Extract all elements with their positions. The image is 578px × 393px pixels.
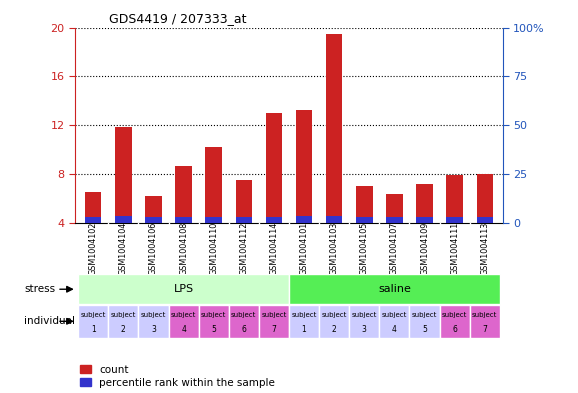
FancyBboxPatch shape (78, 305, 108, 338)
Text: 2: 2 (121, 325, 125, 334)
Text: individual: individual (24, 316, 75, 326)
Text: subject: subject (110, 312, 136, 318)
FancyBboxPatch shape (319, 305, 349, 338)
Text: subject: subject (291, 312, 317, 318)
FancyBboxPatch shape (289, 274, 500, 304)
Bar (446, 217, 463, 222)
Text: subject: subject (381, 312, 407, 318)
FancyBboxPatch shape (199, 305, 229, 338)
Bar (85, 192, 102, 222)
Bar (356, 186, 373, 222)
Text: GSM1004110: GSM1004110 (209, 222, 218, 275)
Text: subject: subject (472, 312, 498, 318)
Text: 3: 3 (151, 325, 156, 334)
Bar (145, 217, 162, 222)
Text: GSM1004101: GSM1004101 (299, 222, 309, 275)
Bar (296, 110, 312, 222)
Legend: count, percentile rank within the sample: count, percentile rank within the sample (80, 365, 275, 388)
Text: subject: subject (321, 312, 347, 318)
Text: subject: subject (231, 312, 257, 318)
Text: LPS: LPS (173, 284, 194, 294)
Bar (145, 196, 162, 222)
Text: 2: 2 (332, 325, 336, 334)
Bar (476, 217, 493, 222)
Text: subject: subject (261, 312, 287, 318)
FancyBboxPatch shape (169, 305, 199, 338)
Bar (326, 34, 342, 222)
Bar (326, 217, 342, 222)
Text: GSM1004106: GSM1004106 (149, 222, 158, 275)
Text: subject: subject (141, 312, 166, 318)
Bar (266, 217, 282, 222)
Text: 7: 7 (483, 325, 487, 334)
Bar (386, 217, 403, 222)
Text: GSM1004107: GSM1004107 (390, 222, 399, 275)
Text: GSM1004104: GSM1004104 (119, 222, 128, 275)
Text: subject: subject (80, 312, 106, 318)
Text: 3: 3 (362, 325, 366, 334)
Text: subject: subject (171, 312, 197, 318)
Text: GDS4419 / 207333_at: GDS4419 / 207333_at (109, 12, 247, 25)
FancyBboxPatch shape (440, 305, 470, 338)
Text: 4: 4 (392, 325, 397, 334)
Text: subject: subject (201, 312, 227, 318)
Bar (236, 217, 252, 222)
Bar (115, 217, 132, 222)
FancyBboxPatch shape (78, 274, 289, 304)
FancyBboxPatch shape (259, 305, 289, 338)
Bar (236, 180, 252, 222)
Text: 6: 6 (242, 325, 246, 334)
Bar (356, 217, 373, 222)
FancyBboxPatch shape (379, 305, 409, 338)
Bar (296, 217, 312, 222)
Text: subject: subject (412, 312, 437, 318)
Text: stress: stress (24, 284, 55, 294)
Text: 5: 5 (422, 325, 427, 334)
Bar (115, 127, 132, 222)
Bar (85, 217, 102, 222)
Bar (175, 167, 192, 222)
Text: GSM1004113: GSM1004113 (480, 222, 490, 275)
FancyBboxPatch shape (349, 305, 379, 338)
Bar (175, 217, 192, 222)
Text: GSM1004114: GSM1004114 (269, 222, 279, 275)
Text: GSM1004103: GSM1004103 (329, 222, 339, 275)
Text: 6: 6 (452, 325, 457, 334)
Text: subject: subject (351, 312, 377, 318)
Bar (386, 195, 403, 222)
Bar (416, 184, 433, 222)
Text: GSM1004108: GSM1004108 (179, 222, 188, 275)
Text: 1: 1 (302, 325, 306, 334)
Text: 1: 1 (91, 325, 95, 334)
Text: subject: subject (442, 312, 468, 318)
Bar (205, 217, 222, 222)
FancyBboxPatch shape (470, 305, 500, 338)
Text: GSM1004112: GSM1004112 (239, 222, 249, 275)
FancyBboxPatch shape (138, 305, 169, 338)
Bar (205, 147, 222, 222)
Text: saline: saline (378, 284, 411, 294)
Text: 7: 7 (272, 325, 276, 334)
Text: GSM1004111: GSM1004111 (450, 222, 459, 275)
Bar (416, 217, 433, 222)
FancyBboxPatch shape (409, 305, 440, 338)
Text: GSM1004109: GSM1004109 (420, 222, 429, 275)
FancyBboxPatch shape (108, 305, 138, 338)
Text: GSM1004105: GSM1004105 (360, 222, 369, 275)
Text: GSM1004102: GSM1004102 (88, 222, 98, 275)
FancyBboxPatch shape (229, 305, 259, 338)
Bar (446, 175, 463, 222)
FancyBboxPatch shape (289, 305, 319, 338)
Text: 4: 4 (181, 325, 186, 334)
Bar (476, 174, 493, 222)
Bar (266, 113, 282, 222)
Text: 5: 5 (212, 325, 216, 334)
